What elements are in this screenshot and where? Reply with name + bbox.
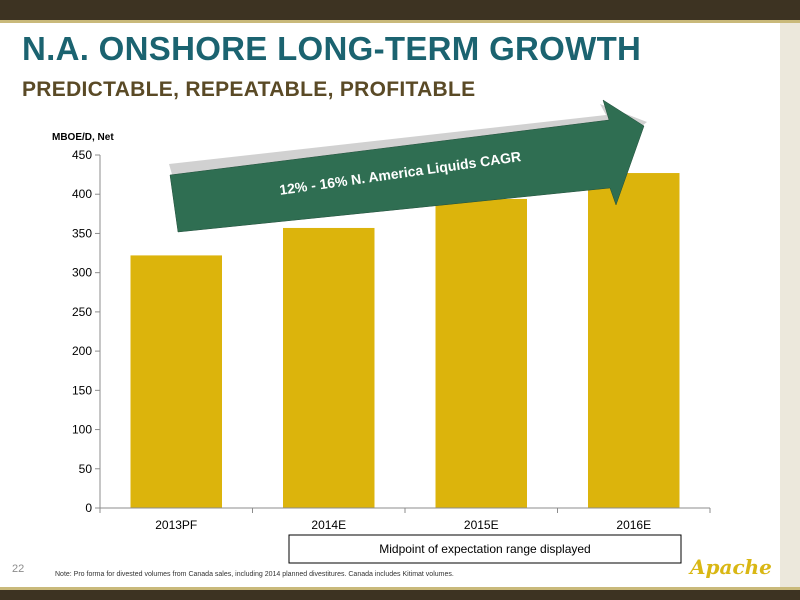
x-tick-label: 2014E <box>311 518 346 532</box>
note-box <box>288 534 682 564</box>
y-axis-label: MBOE/D, Net <box>52 132 114 143</box>
y-tick-label: 450 <box>72 148 92 162</box>
y-tick-label: 0 <box>85 501 92 515</box>
y-tick-label: 100 <box>72 423 92 437</box>
page-subtitle: PREDICTABLE, REPEATABLE, PROFITABLE <box>22 78 476 101</box>
bar-2015E <box>435 198 527 508</box>
y-tick-label: 400 <box>72 187 92 201</box>
x-tick-label: 2013PF <box>155 518 197 532</box>
slide-number: 22 <box>12 563 25 575</box>
y-tick-label: 250 <box>72 305 92 319</box>
footer-bar <box>0 590 800 600</box>
cagr-arrow-shape <box>169 99 645 233</box>
footer-accent-line <box>0 587 800 590</box>
footnote: Note: Pro forma for divested volumes fro… <box>55 571 454 578</box>
y-tick-label: 150 <box>72 383 92 397</box>
bar-2016E <box>588 173 680 508</box>
bar-2014E <box>283 227 375 508</box>
bar-2013PF <box>130 255 222 508</box>
side-strip <box>780 23 800 590</box>
y-tick-label: 350 <box>72 226 92 240</box>
header-bar <box>0 0 800 20</box>
header-accent-line <box>0 20 800 23</box>
x-axis: 2013PF 2014E 2015E 2016E <box>99 507 711 532</box>
x-tick-label: 2015E <box>464 518 499 532</box>
y-tick-label: 200 <box>72 344 92 358</box>
bars <box>130 173 680 508</box>
y-axis: 0 50 100 150 200 250 300 350 400 450 <box>72 148 101 515</box>
y-tick-label: 50 <box>79 462 93 476</box>
x-tick-label: 2016E <box>616 518 651 532</box>
page-title: N.A. ONSHORE LONG-TERM GROWTH <box>22 30 642 67</box>
note-box-text: Midpoint of expectation range displayed <box>379 542 590 556</box>
apache-logo: Apache <box>690 555 772 579</box>
y-tick-label: 300 <box>72 266 92 280</box>
cagr-arrow: 12% - 16% N. America Liquids CAGR <box>169 99 647 233</box>
